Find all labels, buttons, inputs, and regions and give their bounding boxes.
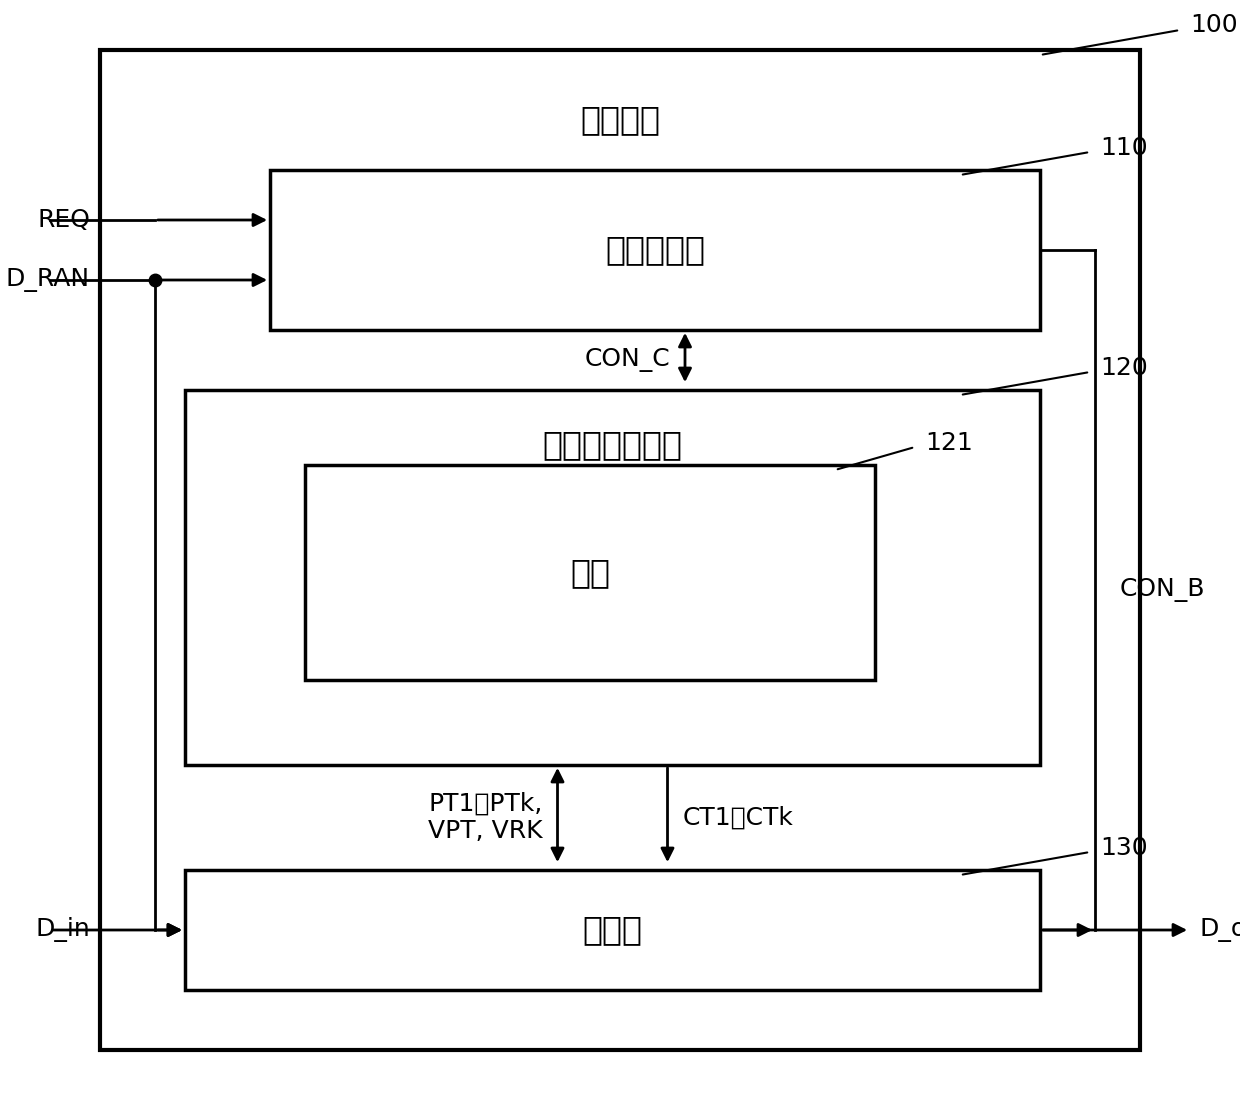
Text: 110: 110 [1100,136,1148,160]
Text: D_in: D_in [35,917,91,943]
Bar [185,870,1040,990]
Text: 加密电路: 加密电路 [580,103,660,137]
Text: 130: 130 [1100,836,1148,860]
Text: CON_C: CON_C [584,349,670,372]
Text: PT1～PTk,
VPT, VRK: PT1～PTk, VPT, VRK [428,791,543,844]
Text: D_out: D_out [1200,918,1240,941]
Text: D_RAN: D_RAN [6,269,91,292]
Text: 121: 121 [925,431,972,455]
Text: 流水线型加密核: 流水线型加密核 [543,429,682,461]
Text: 缓冲器: 缓冲器 [583,913,642,947]
Bar [305,465,875,680]
Text: 120: 120 [1100,356,1148,380]
Text: CON_B: CON_B [1120,578,1205,602]
Bar [185,390,1040,765]
Text: 100: 100 [1190,13,1238,37]
Text: 加密控制器: 加密控制器 [605,233,706,266]
Bar [100,50,1140,1050]
Text: CT1～CTk: CT1～CTk [682,806,794,830]
Text: 轮核: 轮核 [570,556,610,589]
Bar [270,170,1040,330]
Text: REQ: REQ [37,208,91,232]
